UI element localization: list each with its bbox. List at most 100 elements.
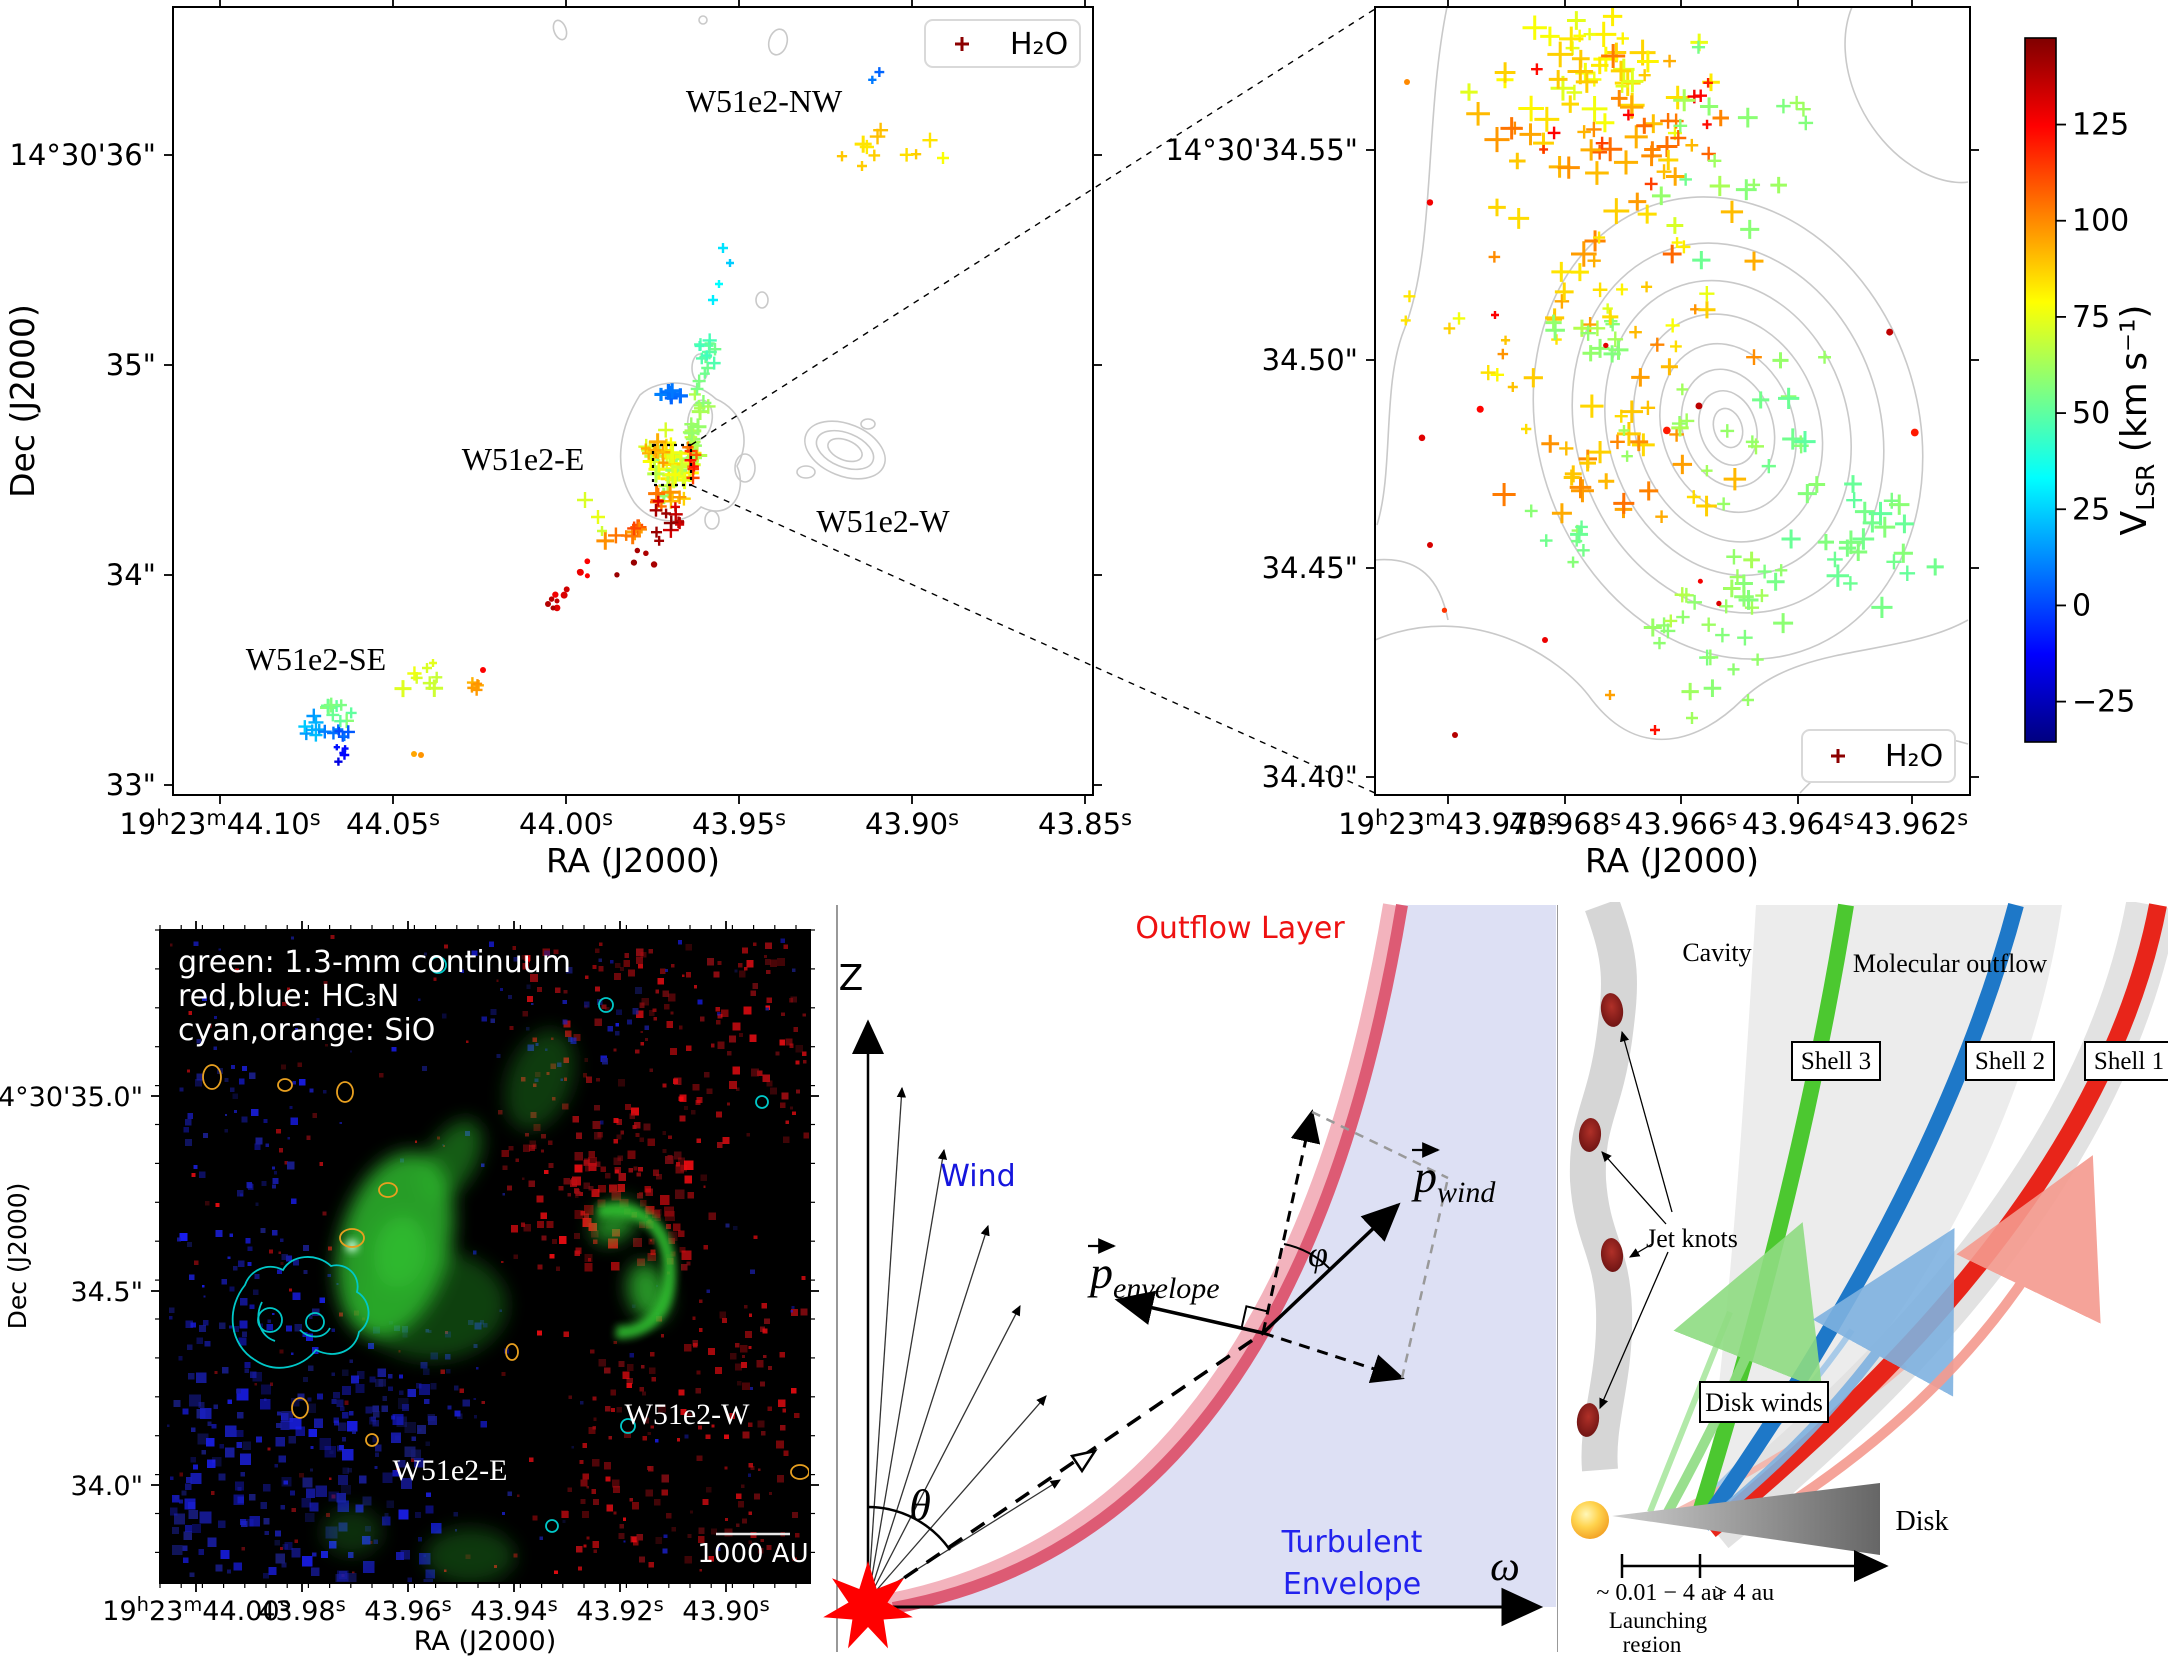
overlay-line-continuum: green: 1.3-mm continuum (178, 945, 571, 980)
turbulent-envelope-region (890, 905, 1556, 1607)
maser-spots-layer (298, 67, 949, 766)
jet-knots-label: Jet knots (1646, 1224, 1738, 1253)
theta-arc (867, 1505, 952, 1551)
svg-text:Shell 3: Shell 3 (1801, 1048, 1871, 1075)
annotation-w51e2-w: W51e2-W (816, 503, 950, 539)
x-tick-label: 43.95s​ (692, 806, 786, 841)
x-tick-label: 43.96s​ (364, 1593, 451, 1627)
svg-text:penvelope: penvelope (1087, 1247, 1220, 1305)
x-tick-label: 43.90s​ (682, 1593, 769, 1627)
y-tick-label: 14°30'36" (9, 138, 156, 172)
scale-inner-label: ~ 0.01 − 4 au (1596, 1580, 1723, 1606)
image-label-w51e2-w: W51e2-W (625, 1398, 751, 1431)
shell3-label-box: Shell 3 (1791, 1041, 1881, 1081)
scale-outer-label: > 4 au (1714, 1580, 1774, 1606)
sio-cyan-contours (231, 956, 769, 1533)
panel-wind-schematic: Z ω θ φ Wind Outflow Layer Turbulent Env… (823, 903, 1556, 1652)
y-tick-label: 34.5" (70, 1277, 143, 1308)
perpendicular-dashed-arrow (1262, 1331, 1405, 1384)
outflow-layer-label: Outflow Layer (1135, 911, 1345, 946)
x-tick-label: 43.98s​ (258, 1593, 345, 1627)
colorbar: 125 100 75 50 25 0 −25 (2024, 37, 2135, 743)
launching-region-label-1: Launching (1609, 1608, 1708, 1633)
image-yaxis-label: Dec (J2000) (3, 1183, 32, 1330)
disk-winds-label-box: Disk winds (1699, 1381, 1829, 1423)
shell2-label-box: Shell 2 (1965, 1041, 2055, 1081)
phi-arc (1283, 1243, 1331, 1270)
colorbar-tick-label: 100 (2072, 204, 2129, 239)
panel-content (298, 15, 949, 766)
rgb-image-content: 19h​23m​44.00s​43.98s​ 43.96s​ 43.94s​ 43.9… (0, 921, 819, 1627)
rgb-image-pixels (160, 930, 810, 1583)
main-yaxis-label: Dec (J2000) (3, 304, 42, 498)
shell3-band (1689, 903, 1854, 1525)
panel-frame (159, 929, 811, 1584)
cavity-label: Cavity (1682, 938, 1751, 967)
turbulent-label-line1: Turbulent (1281, 1525, 1423, 1560)
inset-legend: H₂O (1801, 729, 1956, 783)
x-tick-label: 43.85s​ (1038, 806, 1132, 841)
x-tick-label: 43.964s​ (1742, 806, 1854, 841)
y-tick-label: 14°30'34.55" (1165, 133, 1358, 167)
y-tick-label: 34.50" (1262, 343, 1358, 377)
disk-wedge (1612, 1483, 1880, 1555)
x-tick-label: 43.968s​ (1509, 806, 1621, 841)
protostar-icon (823, 1561, 913, 1649)
p-wind-label: pwind (1411, 1142, 1496, 1209)
x-tick-label: 43.94s​ (470, 1593, 557, 1627)
y-tick-label: 34.0" (70, 1471, 143, 1502)
panel-maser-zoom: 19h​23m​43.970s​43.968s​43.966s​43.964s​… (1165, 0, 1979, 841)
p-envelope-label: penvelope (1087, 1238, 1220, 1305)
x-tick-label: 44.00s​ (519, 806, 613, 841)
legend-h2o-label: H₂O (1010, 27, 1068, 62)
overlay-line-sio: cyan,orange: SiO (178, 1013, 435, 1048)
colorbar-tick-label: 25 (2072, 492, 2110, 527)
x-tick-label: 43.966s​ (1625, 806, 1737, 841)
wind-label: Wind (940, 1159, 1015, 1194)
image-xaxis-label: RA (J2000) (414, 1626, 556, 1657)
y-tick-label: 33" (106, 768, 156, 802)
legend-box (1801, 729, 1956, 783)
outflow-layer-band-light (884, 903, 1403, 1614)
colorbar-gradient (2024, 37, 2057, 743)
panel-frame (1374, 6, 1971, 796)
phi-label: φ (1308, 1234, 1328, 1274)
x-tick-label: 43.962s​ (1856, 806, 1968, 841)
panel-rgb-image: 19h​23m​44.00s​43.98s​ 43.96s​ 43.94s​ 43.9… (0, 921, 819, 1627)
svg-text:Shell 2: Shell 2 (1975, 1048, 2045, 1075)
overlay-line-hc3n: red,blue: HC₃N (178, 979, 399, 1014)
jet-knot (1576, 1403, 1600, 1437)
bright-peak (346, 1240, 358, 1252)
colorbar-tick-label: −25 (2072, 685, 2135, 720)
open-triangle-marker (1069, 1449, 1098, 1474)
legend-h2o-label: H₂O (1885, 739, 1943, 774)
colorbar-tick-label: 75 (2072, 300, 2110, 335)
p-envelope-arrow (1114, 1290, 1264, 1335)
parallelogram-edge-2 (1400, 1177, 1450, 1379)
main-legend: H₂O (924, 19, 1081, 68)
x-tick-label: 43.90s​ (865, 806, 959, 841)
x-tick-label: 19h​23m​44.10s​ (119, 806, 320, 841)
p-wind-arrow (1261, 1202, 1401, 1335)
jet-knot (1600, 993, 1624, 1027)
right-angle-mark (1240, 1305, 1269, 1329)
legend-box (924, 19, 1081, 68)
colorbar-tick-label: 125 (2072, 108, 2129, 143)
svg-text:pwind: pwind (1411, 1151, 1496, 1209)
legend-h2o-marker-icon (955, 37, 969, 51)
shell2-flow-arrow (1708, 1227, 1955, 1524)
continuum-green-arc (596, 1203, 676, 1339)
x-tick-label: 19h​23m​44.00s​ (102, 1593, 289, 1627)
y-tick-label: 35" (106, 348, 156, 382)
inset-indicator-box (651, 443, 693, 487)
inset-xaxis-label: RA (J2000) (1585, 841, 1759, 880)
y-tick-label: 34.45" (1262, 551, 1358, 585)
outflow-layer-band (891, 904, 1408, 1614)
jet-knot (1578, 1118, 1602, 1152)
z-axis-label: Z (839, 958, 864, 999)
inset-connector-top (690, 8, 1376, 446)
launching-region-label-2: region (1623, 1632, 1682, 1657)
svg-text:Shell 1: Shell 1 (2094, 1048, 2164, 1075)
